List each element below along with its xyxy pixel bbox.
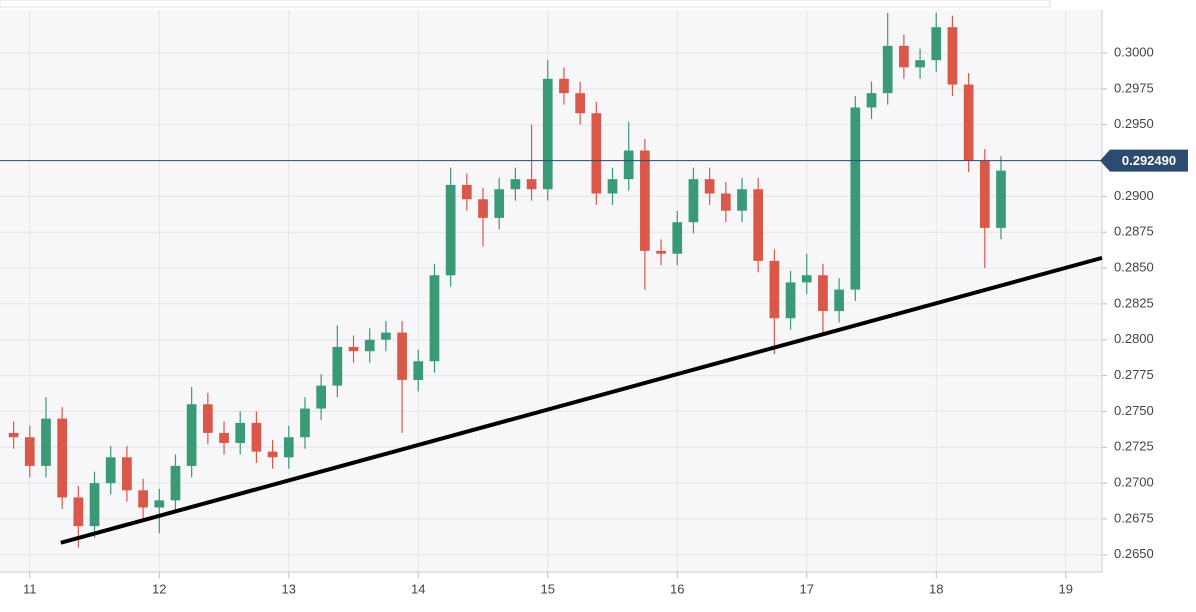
candle-body [8, 432, 19, 438]
price-label: 0.292490 [1122, 153, 1176, 168]
candle-body [397, 332, 407, 380]
candle-body [316, 385, 327, 409]
candle-body [834, 289, 844, 312]
candle-body [154, 500, 165, 508]
candle-body [575, 93, 585, 114]
candle-body [769, 260, 780, 319]
y-tick-label: 0.2875 [1114, 224, 1154, 239]
candle-body [542, 78, 553, 190]
candle-body [753, 189, 764, 261]
candle-body [947, 27, 958, 85]
candle-body [526, 179, 537, 190]
candle-body [348, 346, 359, 352]
toolbar [0, 0, 1051, 8]
y-tick-label: 0.2700 [1114, 475, 1154, 490]
candle-body [267, 451, 278, 458]
price-tag [1100, 149, 1188, 172]
y-tick-label: 0.2850 [1114, 259, 1154, 274]
y-tick-label: 0.2725 [1114, 439, 1154, 454]
candle-body [801, 275, 812, 283]
candle-body [979, 160, 990, 228]
candle-body [720, 193, 731, 211]
candle-body [478, 199, 488, 218]
candle-body [186, 404, 197, 466]
candle-body [915, 60, 925, 68]
candle-body [704, 179, 715, 194]
x-tick-label: 18 [929, 581, 943, 596]
candle-body [219, 432, 229, 443]
candle-body [672, 222, 683, 254]
y-tick-label: 0.2975 [1114, 80, 1154, 95]
candle-body [640, 150, 650, 251]
candle-body [688, 179, 699, 223]
candle-body [737, 189, 747, 211]
x-tick-label: 14 [411, 581, 425, 596]
candle-body [785, 282, 796, 319]
y-tick-label: 0.2675 [1114, 510, 1154, 525]
candle-body [931, 27, 942, 61]
candle-body [656, 250, 666, 254]
x-tick-label: 12 [152, 581, 166, 596]
candle-body [332, 346, 343, 386]
candle-body [623, 150, 634, 180]
candle-body [122, 457, 132, 491]
x-tick-label: 17 [800, 581, 814, 596]
candle-body [559, 78, 569, 94]
y-tick-label: 0.3000 [1114, 44, 1154, 59]
candle-body [57, 418, 68, 498]
candle-body [24, 437, 35, 466]
x-tick-label: 19 [1059, 581, 1073, 596]
candle-body [138, 490, 148, 508]
y-tick-label: 0.2900 [1114, 188, 1154, 203]
y-tick-label: 0.2775 [1114, 367, 1154, 382]
y-tick-label: 0.2950 [1114, 116, 1154, 131]
candle-body [300, 408, 310, 438]
candle-body [105, 457, 116, 484]
candle-body [461, 184, 472, 200]
candle-body [591, 113, 602, 194]
candle-body [73, 497, 84, 527]
candle-body [445, 184, 456, 276]
trend-line [60, 255, 1103, 545]
candle-body [381, 332, 391, 340]
y-tick-label: 0.2800 [1114, 331, 1154, 346]
y-tick-label: 0.2825 [1114, 295, 1154, 310]
candle-body [866, 93, 877, 108]
x-tick-label: 13 [282, 581, 296, 596]
candle-body [494, 189, 505, 218]
candle-body [413, 361, 424, 380]
candle-body [364, 339, 375, 352]
candle-body [963, 84, 974, 161]
candle-body [850, 107, 861, 290]
x-tick-label: 15 [541, 581, 555, 596]
candle-body [251, 422, 262, 452]
candle-body [607, 179, 618, 194]
candle-body [235, 422, 246, 443]
x-tick-label: 11 [23, 581, 37, 596]
candle-body [283, 437, 294, 458]
candle-body [899, 45, 909, 68]
candle-body [202, 404, 213, 433]
candle-body [996, 170, 1006, 228]
y-tick-label: 0.2650 [1114, 546, 1154, 561]
candle-body [429, 275, 440, 362]
candle-body [170, 465, 181, 501]
candle-body [89, 483, 100, 527]
y-tick-label: 0.2750 [1114, 403, 1154, 418]
candle-body [510, 179, 521, 190]
candle-body [41, 418, 51, 466]
candle-body [818, 275, 828, 312]
x-tick-label: 16 [670, 581, 684, 596]
candle-body [882, 45, 893, 94]
